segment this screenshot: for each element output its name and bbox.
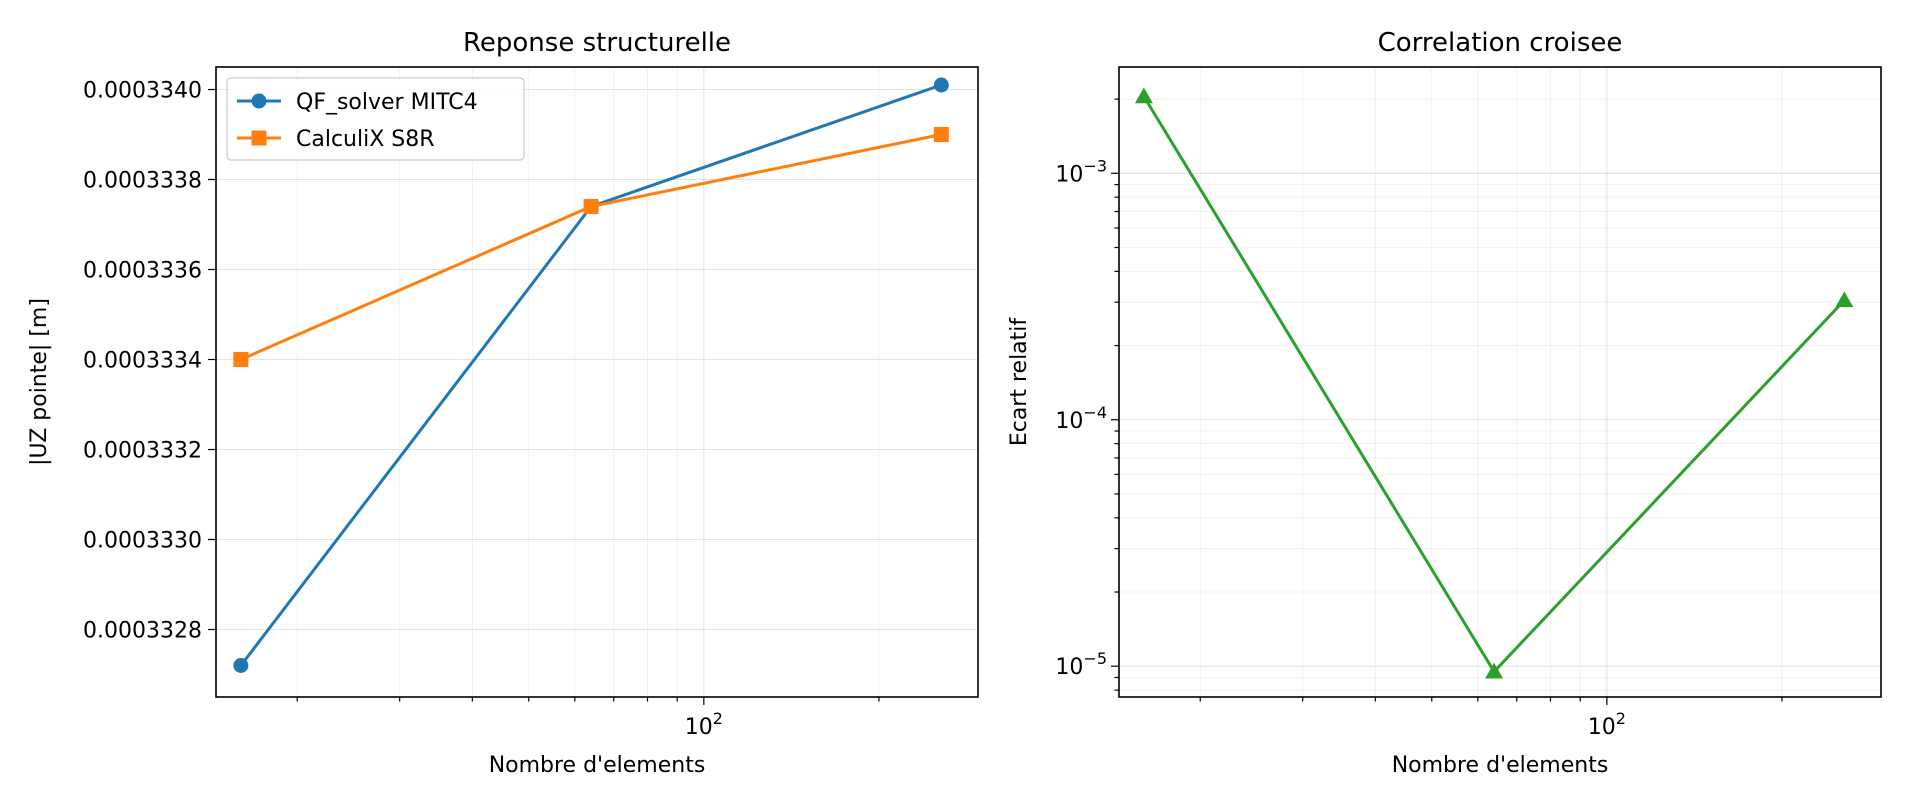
plot-frame bbox=[1118, 66, 1882, 698]
data-point bbox=[233, 658, 249, 673]
y-tick-label: 0.0003334 bbox=[83, 349, 202, 374]
data-point bbox=[1134, 87, 1153, 104]
plot-frame bbox=[215, 66, 979, 698]
data-point bbox=[933, 127, 949, 142]
legend-label-qf-solver: QF_solver MITC4 bbox=[296, 90, 478, 115]
y-tick-label: 10−5 bbox=[1055, 649, 1107, 680]
data-point bbox=[233, 352, 249, 367]
x-tick-label: 102 bbox=[1588, 709, 1626, 740]
chart-title: Correlation croisee bbox=[1378, 28, 1623, 58]
x-axis-label: Nombre d'elements bbox=[1392, 753, 1609, 778]
x-axis-label: Nombre d'elements bbox=[489, 753, 706, 778]
y-tick-label: 0.0003336 bbox=[83, 259, 202, 284]
y-tick-label: 0.0003328 bbox=[83, 619, 202, 644]
data-point bbox=[933, 77, 949, 93]
legend-entry-calculix: CalculiX S8R bbox=[237, 127, 435, 152]
axis-ticks: 102 10−3 10−4 10−5 bbox=[1055, 98, 1783, 740]
y-axis-label: Ecart relatif bbox=[1007, 317, 1032, 447]
plot-series bbox=[1134, 87, 1854, 679]
data-point bbox=[1485, 662, 1504, 679]
y-tick-label: 10−3 bbox=[1055, 156, 1107, 187]
legend-marker-calculix bbox=[251, 130, 267, 146]
legend-label-calculix: CalculiX S8R bbox=[296, 127, 435, 152]
grid-lines bbox=[216, 67, 978, 697]
data-point bbox=[1835, 291, 1854, 308]
legend: QF_solver MITC4 CalculiX S8R bbox=[226, 77, 525, 161]
chart-title: Reponse structurelle bbox=[463, 28, 731, 58]
axis-ticks: 102 0.0003328 0.0003330 0.0003332 0.0003334 0… bbox=[83, 79, 880, 740]
data-point bbox=[583, 199, 599, 214]
chart-cross-correlation: 102 10−3 10−4 10−5 Correlation croisee Nomb… bbox=[1007, 28, 1882, 778]
legend-marker-qf-solver bbox=[251, 93, 267, 109]
y-tick-label: 0.0003338 bbox=[83, 169, 202, 194]
y-tick-label: 0.0003340 bbox=[83, 79, 202, 104]
plot-series bbox=[233, 77, 949, 673]
y-axis-label: |UZ pointe| [m] bbox=[27, 298, 52, 466]
y-tick-label: 10−4 bbox=[1055, 403, 1107, 434]
chart-structural-response: 102 0.0003328 0.0003330 0.0003332 0.0003334 0… bbox=[27, 28, 979, 778]
y-tick-label: 0.0003332 bbox=[83, 439, 202, 464]
x-tick-label: 102 bbox=[685, 709, 723, 740]
y-tick-label: 0.0003330 bbox=[83, 529, 202, 554]
legend-box bbox=[226, 77, 525, 161]
legend-entry-qf-solver: QF_solver MITC4 bbox=[237, 90, 478, 115]
